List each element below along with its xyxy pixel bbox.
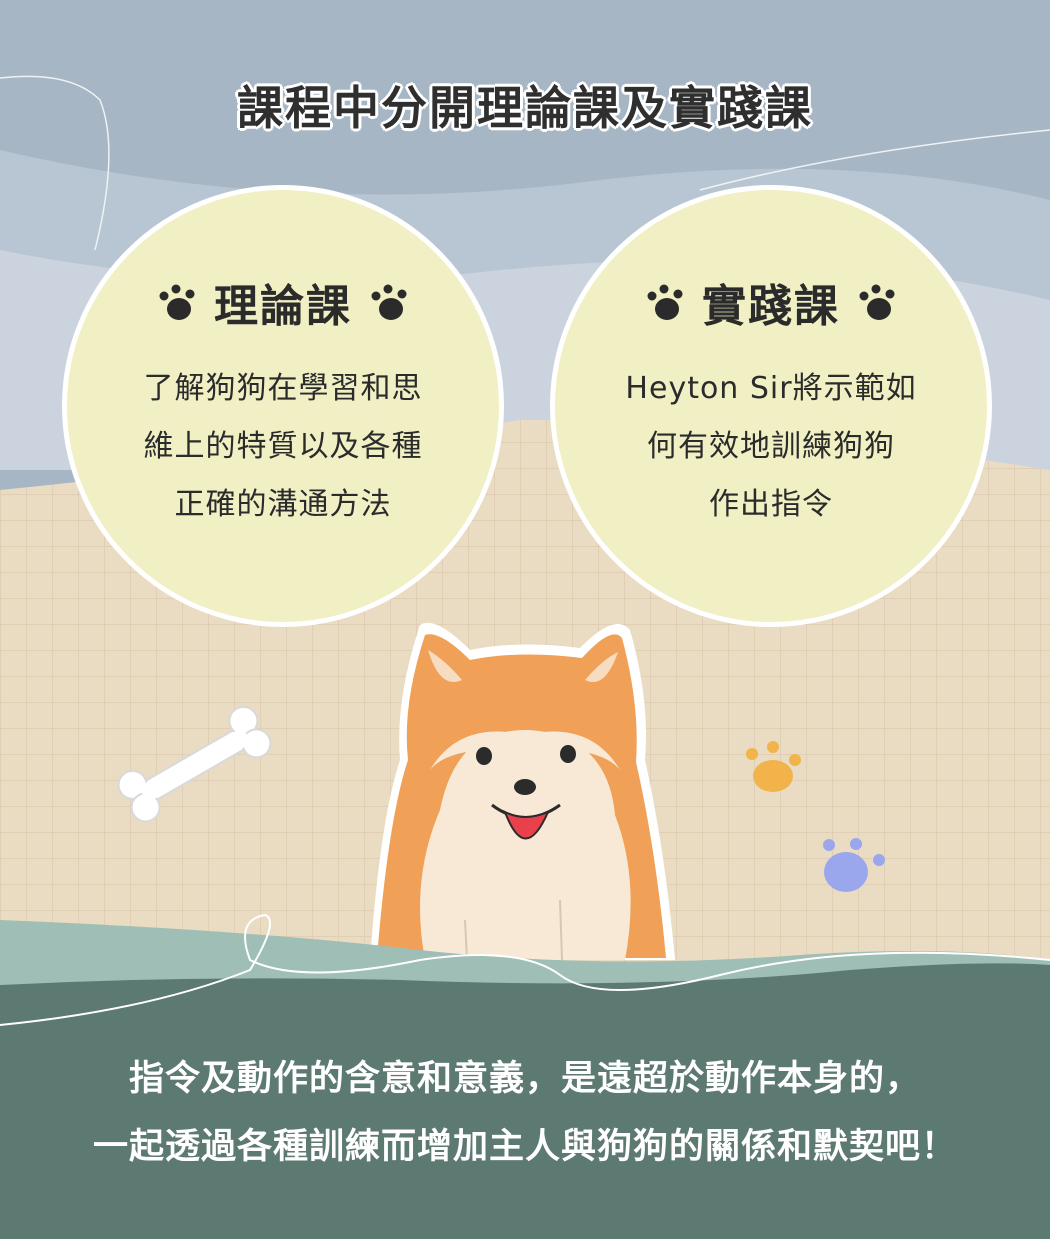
practice-class-card: 實踐課 Heyton Sir將示範如 何有效地訓練狗狗 作出指令 [550, 185, 992, 627]
closing-text-line-2: 一起透過各種訓練而增加主人與狗狗的關係和默契吧！ [92, 1127, 957, 1167]
page-title: 課程中分開理論課及實踐課 [237, 81, 813, 135]
card-description: Heyton Sir將示範如 何有效地訓練狗狗 作出指令 [595, 360, 947, 534]
closing-text-line-1: 指令及動作的含意和意義，是遠超於動作本身的， [128, 1059, 921, 1099]
ground-dark [0, 963, 1050, 1239]
card-line: 了解狗狗在學習和思 [143, 371, 423, 406]
card-header: 理論課 [67, 270, 499, 334]
card-header: 實踐課 [555, 270, 987, 334]
paw-blue-icon [823, 838, 885, 892]
card-line: Heyton Sir將示範如 [625, 371, 917, 406]
card-title: 理論課 [214, 281, 352, 332]
decor-line-bottom [0, 913, 1050, 1026]
card-line: 何有效地訓練狗狗 [647, 429, 895, 464]
shiba-dog-illustration [370, 622, 675, 961]
decor-line-top [0, 75, 110, 251]
theory-class-card: 理論課 了解狗狗在學習和思 維上的特質以及各種 正確的溝通方法 [62, 185, 504, 627]
card-title: 實踐課 [702, 281, 840, 332]
card-line: 正確的溝通方法 [174, 487, 392, 522]
paw-print-icon [647, 284, 683, 320]
card-line: 作出指令 [709, 487, 833, 522]
card-line: 維上的特質以及各種 [143, 429, 423, 464]
paw-print-icon [859, 284, 895, 320]
paw-print-icon [371, 284, 407, 320]
card-description: 了解狗狗在學習和思 維上的特質以及各種 正確的溝通方法 [107, 360, 459, 534]
bone-icon [117, 705, 272, 823]
paw-orange-icon [746, 741, 801, 792]
paw-print-icon [159, 284, 195, 320]
